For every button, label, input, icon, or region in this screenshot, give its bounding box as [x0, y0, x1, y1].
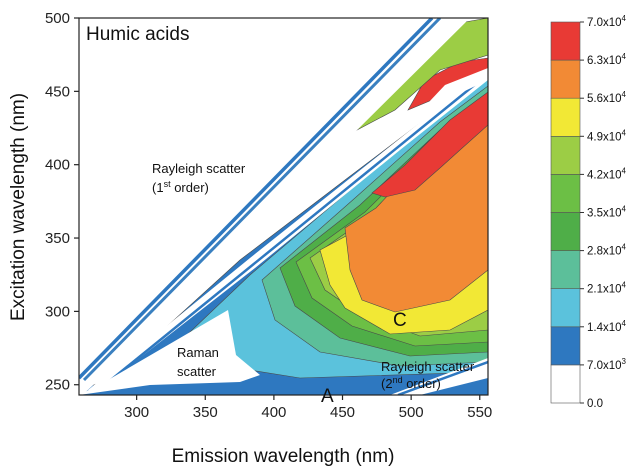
raman-scatter-label: Raman: [177, 345, 219, 360]
raman-diagonal-gap: [88, 68, 488, 392]
colorbar: 0.0 7.0x103 1.4x104 2.1x104 2.8x104 3.5x104 4.…: [550, 14, 627, 410]
raman-diagonal-line: [95, 73, 488, 393]
x-tick-label: 300: [124, 404, 149, 421]
colorbar-swatch: [550, 174, 581, 213]
rayleigh-first-order-line: [79, 18, 434, 380]
colorbar-label: 3.5x104: [587, 205, 627, 220]
raman-scatter-sub: scatter: [177, 364, 217, 379]
rayleigh-second-order-label: Rayleigh scatter: [381, 359, 475, 374]
colorbar-swatch: [550, 250, 581, 290]
rayleigh-first-order-sub: (1st order): [152, 179, 209, 195]
colorbar-label: 7.0x103: [587, 357, 627, 372]
y-axis: 250 300 350 400 450 500: [45, 10, 79, 394]
colorbar-label: 5.6x104: [587, 90, 627, 105]
colorbar-swatch: [550, 59, 581, 99]
colorbar-swatch: [550, 21, 581, 61]
colorbar-swatch: [550, 288, 581, 328]
chart-title: Humic acids: [86, 24, 189, 45]
colorbar-label: 2.1x104: [587, 281, 627, 296]
colorbar-label: 6.3x104: [587, 52, 627, 67]
x-tick-label: 450: [330, 404, 355, 421]
x-axis-title: Emission wavelength (nm): [172, 446, 395, 467]
peak-a-label: A: [321, 386, 334, 407]
y-tick-label: 300: [45, 303, 70, 320]
upper-white-cleft: [412, 68, 488, 120]
colorbar-swatch: [550, 97, 581, 137]
y-tick-label: 400: [45, 157, 70, 174]
colorbar-swatch: [550, 136, 581, 175]
colorbar-swatch: [550, 212, 581, 251]
x-tick-label: 400: [261, 404, 286, 421]
colorbar-label: 2.8x104: [587, 243, 627, 258]
y-tick-label: 350: [45, 230, 70, 247]
contour-layer: [79, 18, 488, 395]
y-axis-title: Excitation wavelength (nm): [8, 93, 29, 321]
rayleigh-second-order-sub: (2nd order): [381, 375, 441, 391]
rayleigh-second-order-gap: [390, 358, 488, 395]
y-tick-label: 250: [45, 377, 70, 394]
y-tick-label: 450: [45, 83, 70, 100]
x-tick-label: 550: [467, 404, 492, 421]
colorbar-swatch: [550, 364, 581, 404]
colorbar-label: 4.2x104: [587, 166, 627, 181]
rayleigh-second-order-line: [397, 360, 488, 395]
colorbar-label: 0.0: [587, 398, 603, 410]
peak-c-label: C: [393, 310, 407, 331]
x-tick-label: 500: [399, 404, 424, 421]
colorbar-label: 1.4x104: [587, 319, 627, 334]
raman-pocket: [79, 310, 260, 395]
colorbar-label: 7.0x104: [587, 14, 627, 29]
x-tick-label: 350: [193, 404, 218, 421]
colorbar-label: 4.9x104: [587, 128, 627, 143]
colorbar-swatch: [550, 326, 581, 366]
y-tick-label: 500: [45, 10, 70, 27]
rayleigh-first-order-label: Rayleigh scatter: [152, 161, 246, 176]
plot-frame: [78, 17, 489, 396]
contour-level-9: [371, 91, 488, 198]
x-axis: 300 350 400 450 500 550: [124, 395, 492, 421]
rayleigh-first-order-gap: [79, 18, 470, 395]
rayleigh-first-order-line-2: [82, 18, 442, 382]
